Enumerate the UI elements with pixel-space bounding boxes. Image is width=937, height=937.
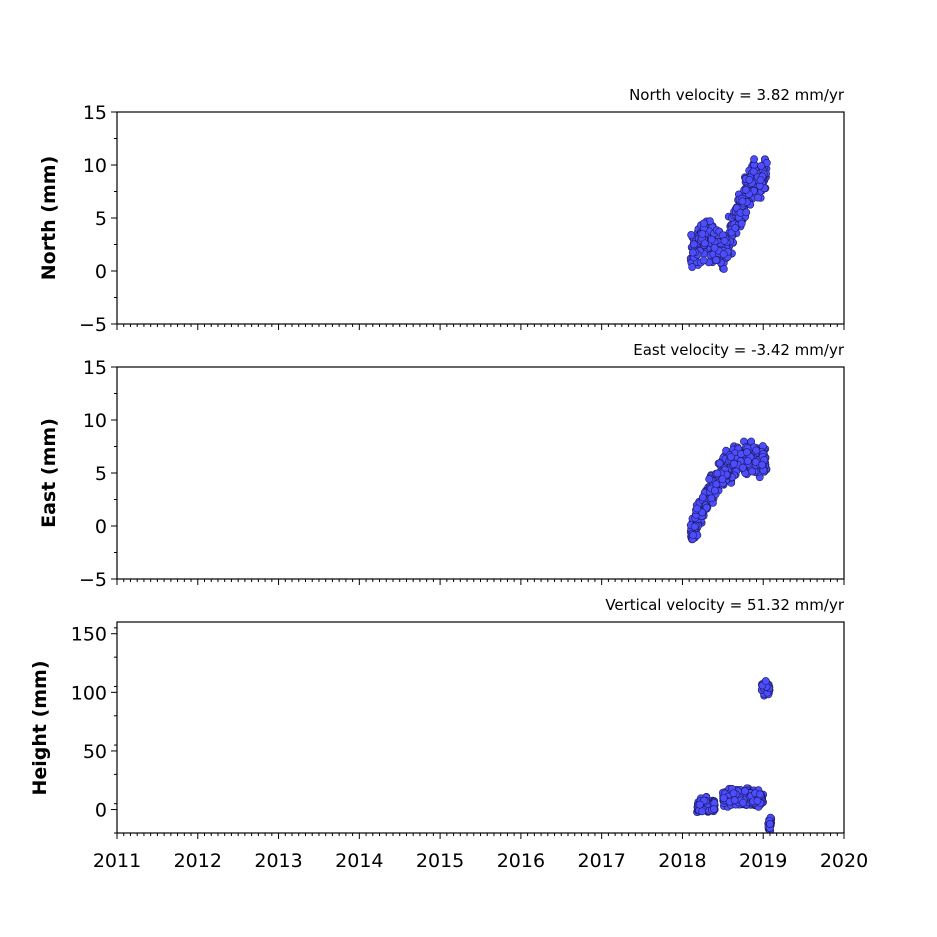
data-point <box>743 448 751 457</box>
x-tick-label: 2014 <box>335 850 383 872</box>
data-point <box>687 230 696 239</box>
height-panel: Vertical velocity = 51.32 mm/yr Height (… <box>29 596 845 839</box>
east-velocity-title: East velocity = -3.42 mm/yr <box>633 341 845 359</box>
y-tick-label: −5 <box>79 314 107 336</box>
data-point <box>715 459 724 468</box>
data-point <box>742 208 751 217</box>
x-tick-label: 2011 <box>93 850 141 872</box>
x-tick-label: 2012 <box>174 850 222 872</box>
x-tick-label: 2015 <box>416 850 464 872</box>
data-point <box>718 475 727 484</box>
x-tick-label: 2013 <box>254 850 302 872</box>
data-point <box>720 236 729 245</box>
data-point <box>690 240 698 249</box>
y-tick-label: 15 <box>83 102 107 124</box>
data-point <box>745 175 754 184</box>
x-tick-label: 2020 <box>820 850 868 872</box>
data-point <box>740 787 749 795</box>
data-point <box>730 796 739 805</box>
data-point <box>712 256 721 264</box>
data-point <box>710 486 719 495</box>
y-tick-label: 0 <box>95 800 107 822</box>
y-tick-label: 150 <box>71 624 107 646</box>
x-tick-label: 2018 <box>658 850 706 872</box>
data-point <box>739 798 747 807</box>
data-point <box>693 504 702 513</box>
data-point <box>719 250 728 259</box>
data-point <box>707 494 716 503</box>
data-point <box>707 235 716 244</box>
data-point <box>757 161 766 170</box>
y-tick-label: 0 <box>95 261 107 283</box>
plot-frame <box>116 621 845 834</box>
y-tick-label: 5 <box>95 463 107 485</box>
data-point <box>756 176 765 184</box>
data-point <box>741 185 750 194</box>
data-point <box>749 167 758 176</box>
data-point <box>750 155 758 164</box>
north-panel: North velocity = 3.82 mm/yr North (mm) −… <box>38 86 845 336</box>
y-tick-label: 15 <box>83 357 107 379</box>
data-point <box>709 805 718 813</box>
y-tick-label: −5 <box>79 569 107 591</box>
y-tick-label: 100 <box>71 682 107 704</box>
data-point <box>698 230 707 238</box>
data-point <box>737 219 746 228</box>
data-point <box>699 256 708 265</box>
data-point <box>729 789 738 798</box>
data-point <box>695 800 704 809</box>
x-tick-label: 2019 <box>739 850 787 872</box>
data-point <box>719 794 728 803</box>
data-point <box>761 677 770 685</box>
north-velocity-title: North velocity = 3.82 mm/yr <box>629 86 845 104</box>
data-point <box>743 457 752 465</box>
data-point <box>698 493 707 502</box>
data-point <box>699 219 708 228</box>
data-point <box>688 263 697 271</box>
scatter-points <box>693 677 776 833</box>
data-point <box>766 820 774 828</box>
data-point <box>702 503 711 512</box>
data-point <box>754 193 762 202</box>
x-axis-labels: 2011 2012 2013 2014 2015 2016 2017 2018 2019 2020 <box>93 850 868 872</box>
east-axis-label: East (mm) <box>38 418 60 528</box>
y-tick-label: 50 <box>83 741 107 763</box>
scatter-points <box>686 437 771 544</box>
data-point <box>698 807 706 816</box>
data-point <box>748 467 757 476</box>
data-point <box>690 522 699 531</box>
x-tick-label: 2016 <box>497 850 545 872</box>
plot-frame <box>116 366 845 580</box>
data-point <box>705 475 714 484</box>
data-point <box>689 531 698 540</box>
x-tick-label: 2017 <box>577 850 625 872</box>
data-point <box>751 458 760 466</box>
data-point <box>700 239 709 248</box>
height-axis-label: Height (mm) <box>29 660 51 795</box>
y-tick-label: 10 <box>83 155 107 177</box>
data-point <box>731 224 740 232</box>
data-point <box>719 265 728 273</box>
data-point <box>688 248 697 257</box>
data-point <box>713 469 722 478</box>
data-point <box>753 796 762 805</box>
north-axis-label: North (mm) <box>38 156 60 281</box>
east-panel: East velocity = -3.42 mm/yr East (mm) −5… <box>38 341 845 591</box>
vertical-velocity-title: Vertical velocity = 51.32 mm/yr <box>605 596 845 614</box>
data-point <box>710 243 719 252</box>
data-point <box>752 446 761 455</box>
data-point <box>726 452 735 461</box>
plot-frame <box>116 111 845 325</box>
y-tick-label: 0 <box>95 516 107 538</box>
y-tick-label: 5 <box>95 208 107 230</box>
data-point <box>758 460 767 469</box>
data-point <box>730 459 738 468</box>
data-point <box>738 197 747 206</box>
y-tick-label: 10 <box>83 410 107 432</box>
scatter-points <box>686 155 771 273</box>
data-point <box>738 463 747 472</box>
